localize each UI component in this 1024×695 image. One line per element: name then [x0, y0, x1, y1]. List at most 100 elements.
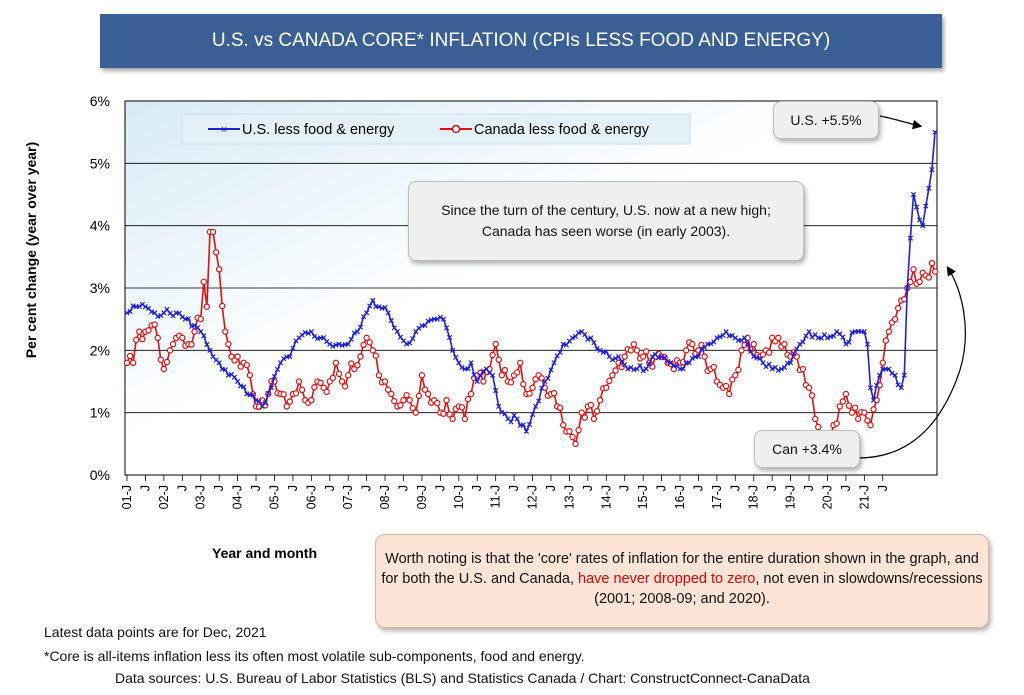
canada-point [560, 421, 567, 429]
us-point [744, 341, 751, 347]
y-tick-label: 6% [90, 93, 110, 109]
y-axis-title: Per cent change (year over year) [22, 140, 40, 360]
canada-point [556, 404, 564, 412]
x-tick-label: 06-J [304, 485, 318, 509]
us-point [198, 329, 204, 335]
canada-point [894, 305, 902, 312]
us-point [367, 303, 373, 309]
us-point [443, 325, 450, 331]
us-point [403, 341, 410, 347]
us-point [357, 324, 364, 330]
canada-point [163, 358, 171, 366]
canada-point [151, 321, 158, 328]
canada-point [603, 384, 610, 391]
us-point [794, 346, 800, 352]
canada-point [154, 334, 161, 342]
x-tick-label: J [397, 485, 411, 491]
us-point [907, 235, 914, 241]
us-point [446, 334, 453, 341]
canada-point [360, 341, 367, 349]
x-tick-label: J [581, 485, 595, 491]
us-point [769, 366, 775, 372]
us-point [394, 329, 400, 335]
us-point [929, 166, 935, 173]
canada-point [910, 266, 917, 273]
legend-us-label: U.S. less food & energy [242, 122, 395, 138]
us-point [434, 316, 440, 322]
us-point [643, 366, 649, 372]
canada-point [643, 348, 650, 355]
us-point [609, 357, 616, 363]
x-tick-label: J [876, 485, 890, 491]
x-tick-label: 15-J [636, 485, 650, 509]
us-point [775, 367, 781, 374]
us-point [351, 330, 357, 336]
canada-value-text: Can +3.4% [772, 441, 842, 457]
us-point [382, 304, 388, 311]
x-tick-label: 01-J [120, 485, 134, 509]
canada-point [581, 414, 588, 421]
canada-point [682, 347, 690, 354]
canada-point [123, 359, 131, 366]
us-point [766, 361, 772, 367]
legend-canada-marker [451, 124, 461, 134]
us-point [889, 370, 895, 376]
us-point [195, 324, 201, 331]
us-point [459, 364, 465, 371]
canada-point [418, 372, 426, 379]
us-point [425, 318, 431, 324]
us-point [551, 360, 557, 366]
canada-point [575, 426, 582, 434]
canada-point [286, 398, 294, 405]
can-arrow [857, 265, 966, 459]
canada-point [449, 415, 456, 423]
canada-point [811, 415, 819, 423]
canada-point [434, 399, 441, 407]
canada-point [225, 340, 232, 348]
x-tick-label: 14-J [599, 485, 613, 509]
us-point [127, 308, 133, 315]
us-point [867, 385, 874, 391]
canada-point [467, 390, 475, 398]
canada-point [507, 379, 515, 386]
canada-point [381, 378, 389, 385]
us-point [502, 411, 508, 417]
x-tick-label: J [765, 485, 779, 491]
legend-us-marker: × [221, 124, 227, 136]
us-point [689, 355, 695, 361]
x-tick-label: J [212, 485, 226, 491]
us-point [923, 203, 929, 209]
canada-point [627, 347, 635, 354]
canada-point [406, 397, 413, 404]
canada-point [861, 409, 868, 416]
canada-point [569, 433, 576, 441]
y-tick-label: 2% [90, 342, 110, 358]
x-tick-label: 08-J [378, 485, 392, 509]
us-point [277, 360, 284, 366]
canada-point [323, 388, 330, 396]
us-point [216, 360, 222, 366]
x-tick-label: 05-J [267, 485, 281, 509]
canada-point [550, 389, 558, 397]
canada-point [815, 423, 822, 431]
canada-point [345, 372, 352, 379]
canada-point [839, 398, 847, 405]
us-point [548, 367, 554, 373]
x-tick-label: 03-J [194, 485, 208, 509]
canada-point [587, 401, 595, 409]
canada-point [621, 353, 628, 360]
canada-point [179, 334, 186, 342]
canada-point [495, 356, 502, 363]
us-point [658, 353, 665, 360]
us-point [797, 341, 803, 347]
us-point [665, 358, 671, 365]
us-point [327, 341, 333, 347]
us-point [437, 314, 443, 320]
x-tick-label: 19-J [784, 485, 798, 509]
canada-point [412, 409, 419, 416]
canada-point [384, 386, 392, 393]
canada-point [808, 392, 816, 399]
canada-point [197, 315, 204, 323]
canada-point [732, 372, 739, 379]
canada-point [443, 397, 450, 404]
